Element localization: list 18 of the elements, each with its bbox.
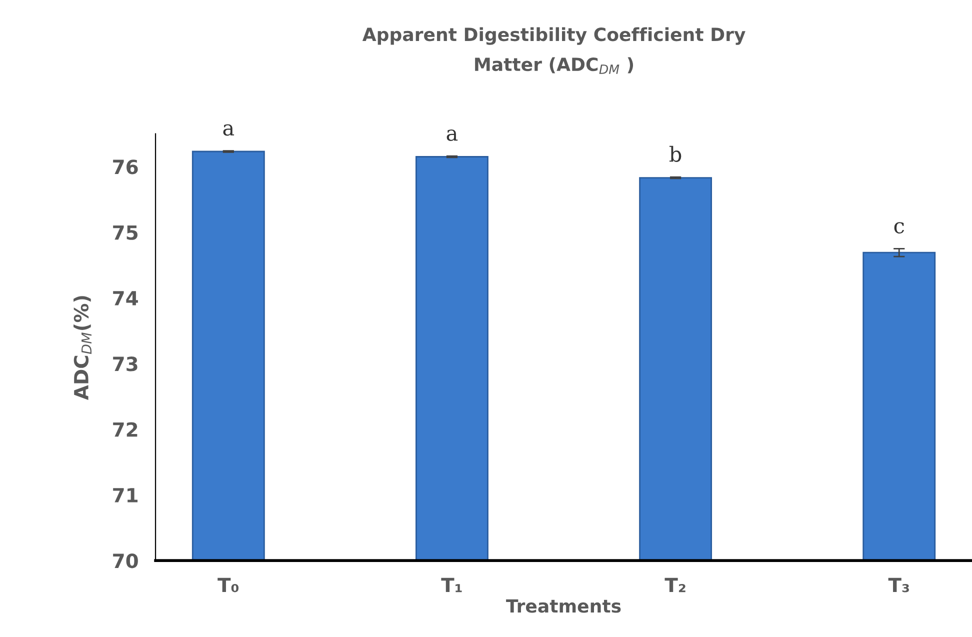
y-tick-label: 70 [113, 554, 138, 568]
annotation: c [894, 222, 904, 234]
x-axis-title: Treatments [506, 599, 621, 613]
x-tick-label: T₂ [664, 578, 686, 592]
y-tick-label: 75 [113, 225, 138, 240]
y-tick-label: 71 [113, 488, 138, 502]
annotation: a [446, 130, 458, 141]
y-tick-label: 76 [113, 160, 138, 174]
x-tick-label: T₀ [218, 578, 239, 592]
chart-title: Apparent Digestibility Coefficient Dry Matter (ADC$_{DM}$ ) [362, 27, 746, 74]
y-tick-label: 73 [113, 356, 138, 372]
annotation: b [669, 146, 682, 162]
x-tick-label: T₁ [441, 578, 462, 592]
y-tick-label: 74 [113, 291, 138, 306]
annotation: a [223, 124, 234, 136]
y-axis-title: ADC$_{DM}$(%) [74, 296, 92, 400]
x-tick-label: T₃ [888, 578, 909, 592]
y-tick-label: 72 [113, 422, 138, 437]
